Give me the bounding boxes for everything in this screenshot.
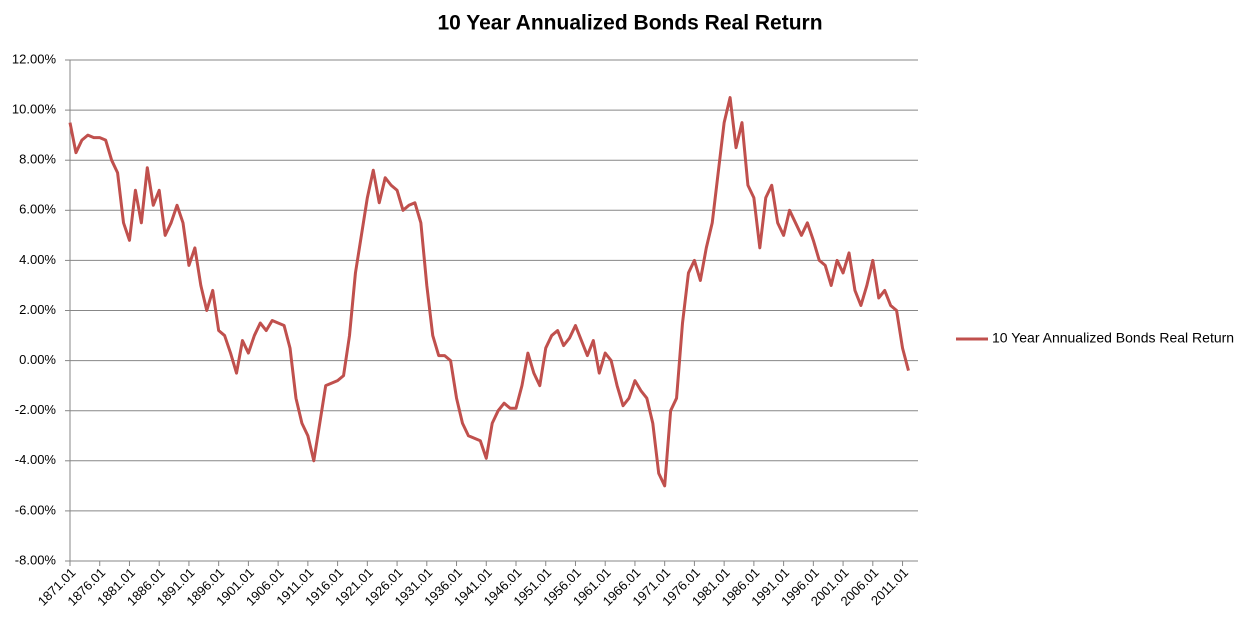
y-tick-label: 8.00%: [19, 152, 56, 167]
y-tick-label: 10.00%: [12, 102, 57, 117]
y-tick-label: 12.00%: [12, 51, 57, 66]
chart-title: 10 Year Annualized Bonds Real Return: [437, 12, 822, 35]
y-tick-label: -2.00%: [15, 402, 57, 417]
y-tick-label: 6.00%: [19, 202, 56, 217]
legend-label: 10 Year Annualized Bonds Real Return: [992, 330, 1234, 346]
y-tick-label: 0.00%: [19, 352, 56, 367]
y-tick-label: 4.00%: [19, 252, 56, 267]
y-tick-label: -8.00%: [15, 552, 57, 567]
y-tick-label: -6.00%: [15, 502, 57, 517]
y-tick-label: 2.00%: [19, 302, 56, 317]
line-series: [68, 96, 910, 488]
y-tick-label: -4.00%: [15, 452, 57, 467]
